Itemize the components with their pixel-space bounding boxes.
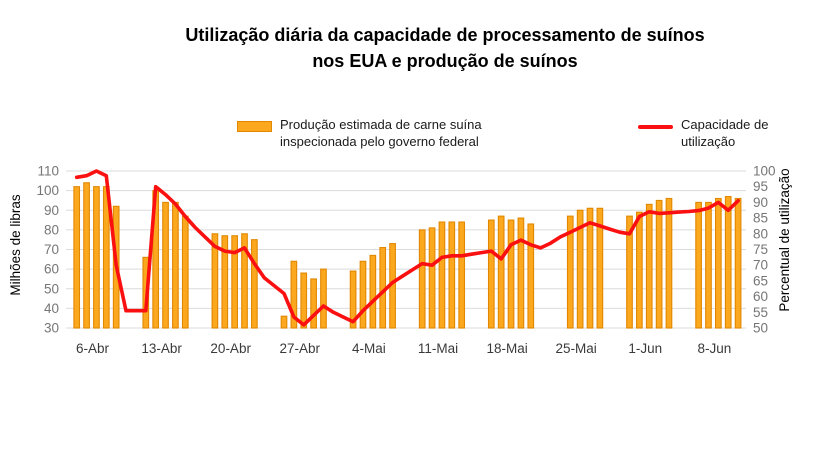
y-axis-right-tick-label: 85 — [753, 211, 768, 226]
production-bar — [636, 211, 643, 329]
production-bar — [596, 207, 604, 329]
production-bar — [251, 239, 258, 329]
y-axis-right-tick-label: 80 — [753, 226, 768, 241]
production-bar — [369, 254, 377, 329]
production-bar — [655, 199, 663, 329]
production-bar — [527, 223, 535, 329]
production-legend-line1: Produção estimada de carne suína — [280, 117, 482, 132]
utilization-legend-label: Capacidade de utilização — [681, 116, 768, 150]
x-axis-week-label: 25-Mai — [556, 341, 597, 356]
production-bar — [724, 195, 732, 329]
y-axis-right-tick-label: 100 — [753, 164, 776, 179]
y-axis-right-tick-label: 95 — [753, 179, 768, 194]
production-bar — [418, 229, 426, 329]
utilization-line-swatch — [638, 125, 673, 129]
production-bar — [734, 197, 742, 329]
utilization-legend-line2: utilização — [681, 134, 736, 149]
production-bar — [310, 278, 317, 329]
production-bar — [448, 221, 456, 329]
y-axis-left-tick-label: 60 — [44, 262, 59, 277]
y-axis-left-tick-label: 100 — [36, 183, 59, 198]
production-bar — [714, 197, 722, 329]
production-bar — [645, 203, 653, 329]
x-axis-week-label: 13-Abr — [141, 341, 182, 356]
production-bar — [290, 260, 298, 329]
legend-item-production: Produção estimada de carne suína inspeci… — [237, 116, 482, 150]
y-axis-left-tick-label: 30 — [44, 321, 59, 336]
y-axis-left-tick-label: 110 — [37, 164, 59, 179]
production-bar — [83, 182, 90, 329]
production-bar — [73, 186, 81, 329]
production-bar — [349, 270, 357, 329]
y-axis-right-tick-label: 50 — [753, 321, 768, 336]
y-axis-left-tick-label: 80 — [44, 222, 59, 237]
x-axis-week-label: 20-Abr — [210, 341, 251, 356]
y-axis-left-title: Milhões de libras — [8, 194, 23, 296]
production-bar — [241, 233, 248, 329]
production-bar — [705, 201, 712, 329]
utilization-legend-line1: Capacidade de — [681, 117, 769, 132]
production-bar — [576, 209, 584, 329]
y-axis-right-tick-label: 70 — [753, 258, 768, 273]
y-axis-right-tick-label: 75 — [753, 242, 768, 257]
production-bar — [300, 272, 308, 329]
y-axis-left-tick-label: 50 — [44, 281, 59, 296]
production-bar — [586, 207, 594, 329]
y-axis-left-tick-label: 40 — [44, 301, 59, 316]
x-axis-week-label: 4-Mai — [352, 341, 386, 356]
production-bar — [280, 315, 288, 329]
production-bar — [162, 201, 169, 329]
y-axis-right-tick-label: 55 — [753, 305, 768, 320]
chart-title-line1: Utilização diária da capacidade de proce… — [185, 25, 705, 45]
production-bar — [231, 235, 238, 329]
production-bar — [211, 233, 219, 329]
chart-title: Utilização diária da capacidade de proce… — [70, 22, 820, 74]
utilization-line — [74, 169, 740, 327]
production-bar — [487, 219, 495, 329]
production-bar — [359, 260, 367, 329]
chart-title-line2: nos EUA e produção de suínos — [312, 51, 578, 71]
production-bar — [93, 186, 100, 329]
production-legend-label: Produção estimada de carne suína inspeci… — [280, 116, 482, 150]
x-axis-week-label: 18-Mai — [486, 341, 527, 356]
legend-item-utilization: Capacidade de utilização — [638, 116, 768, 150]
production-bar — [695, 201, 702, 329]
production-bar — [458, 221, 466, 329]
y-axis-right-title: Percentual de utilização — [777, 168, 792, 311]
production-bar — [320, 268, 327, 329]
production-bar — [181, 215, 189, 329]
y-axis-right-tick-label: 65 — [753, 273, 768, 288]
y-axis-right-tick-label: 90 — [753, 195, 768, 210]
x-axis-week-label: 1-Jun — [628, 341, 662, 356]
y-axis-left-tick-label: 70 — [44, 242, 59, 257]
production-bar — [626, 215, 633, 329]
y-axis-left-tick-label: 90 — [44, 203, 59, 218]
production-legend-line2: inspecionada pelo governo federal — [280, 134, 479, 149]
production-bar — [221, 235, 229, 329]
y-axis-right-tick-label: 60 — [753, 289, 768, 304]
production-bar — [172, 201, 179, 329]
x-axis-week-label: 11-Mai — [418, 341, 458, 356]
production-bar — [497, 215, 505, 329]
production-bar — [428, 227, 436, 329]
x-axis-week-label: 27-Abr — [280, 341, 321, 356]
production-bar — [438, 221, 446, 329]
production-bar-swatch — [237, 121, 272, 132]
x-axis-week-label: 8-Jun — [698, 341, 732, 356]
production-bar — [517, 217, 525, 329]
production-bar — [566, 215, 574, 329]
production-bar — [507, 219, 515, 329]
production-bar — [665, 197, 673, 329]
x-axis-week-label: 6-Abr — [76, 341, 110, 356]
